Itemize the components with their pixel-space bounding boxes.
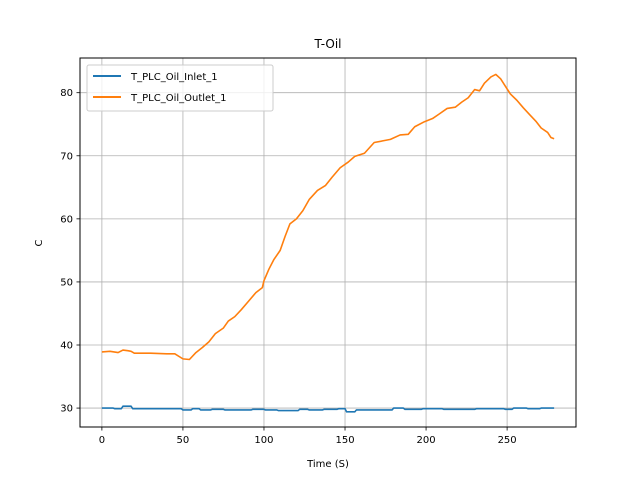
- y-axis-label: C: [34, 239, 45, 246]
- y-tick-label: 30: [60, 404, 73, 415]
- axis-ticks: 0 50 100 150 200 250 30 40 50 60 70 80: [60, 88, 516, 446]
- plot-frame: [79, 57, 577, 428]
- legend-label-outlet: T_PLC_Oil_Outlet_1: [130, 93, 226, 104]
- legend-box: [86, 64, 274, 112]
- y-tick-label: 50: [60, 277, 73, 288]
- x-tick-label: 100: [254, 435, 273, 446]
- legend-label-inlet: T_PLC_Oil_Inlet_1: [130, 72, 218, 83]
- y-tick-label: 60: [60, 214, 73, 225]
- series-lines: [101, 73, 555, 413]
- chart-title: T-Oil: [313, 37, 341, 51]
- x-tick-label: 250: [498, 435, 517, 446]
- grid-lines: [80, 58, 576, 427]
- x-tick-label: 200: [417, 435, 436, 446]
- series-line-0: [101, 405, 555, 413]
- x-tick-label: 50: [177, 435, 190, 446]
- x-tick-label: 0: [99, 435, 105, 446]
- x-axis-label: Time (S): [306, 459, 349, 470]
- legend: T_PLC_Oil_Inlet_1 T_PLC_Oil_Outlet_1: [86, 64, 274, 112]
- series-line-1: [101, 73, 555, 361]
- x-tick-label: 150: [335, 435, 354, 446]
- y-tick-label: 70: [60, 151, 73, 162]
- y-tick-label: 40: [60, 341, 73, 352]
- y-tick-label: 80: [60, 88, 73, 99]
